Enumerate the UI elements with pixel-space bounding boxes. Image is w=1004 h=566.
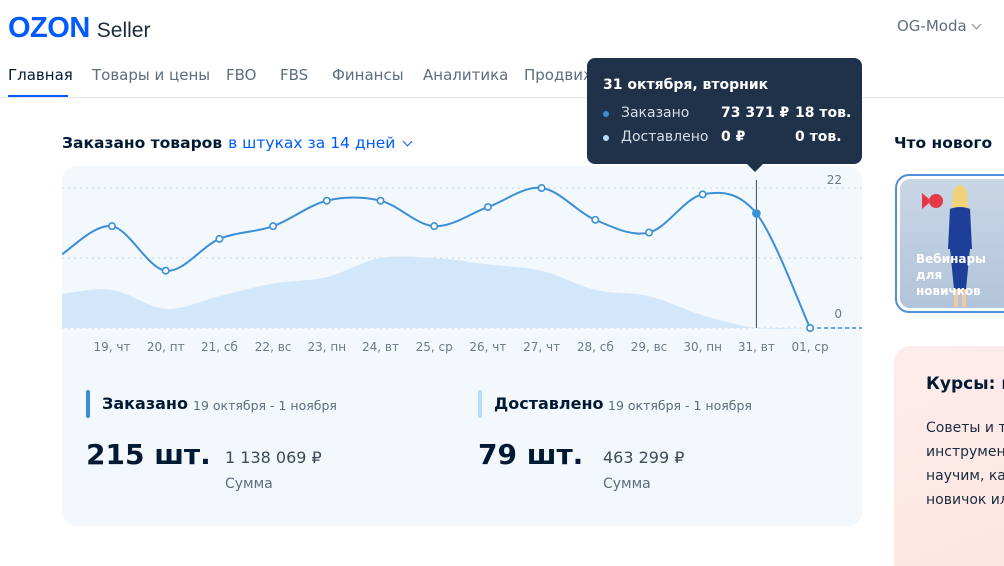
stat-delivered-quantity: 79 шт.: [478, 438, 584, 471]
panel-title: Заказано товаров в штуках за 14 дней: [62, 134, 413, 152]
courses-line: научим, ка: [926, 468, 1004, 484]
stat-delivered-range: 19 октября - 1 ноября: [608, 398, 752, 413]
tooltip-date: 31 октября, вторник: [603, 77, 769, 93]
tab-promotion[interactable]: Продвиж: [524, 66, 597, 84]
ozon-seller-logo[interactable]: OZON Seller: [8, 12, 150, 45]
ordered-point: [591, 215, 600, 224]
tab-main[interactable]: Главная: [8, 66, 73, 84]
news-title: Что нового: [894, 134, 993, 152]
stat-ordered-sum: 1 138 069 ₽: [225, 448, 322, 467]
ordered-point: [537, 183, 546, 192]
tooltip-ordered-count: 18 тов.: [795, 105, 852, 121]
logo-product: Seller: [96, 19, 151, 42]
ordered-point: [161, 266, 170, 275]
stat-ordered-label: Заказано: [102, 394, 188, 413]
x-tick-label: 25, ср: [416, 340, 453, 354]
tab-fbo[interactable]: FBO: [226, 66, 257, 84]
orders-chart-card: 19, чт 20, пт 21, сб 22, вс 23, пн 24, вт 25, …: [62, 166, 862, 526]
chart-tooltip: 31 октября, вторник Заказано 73 371 ₽ 18…: [587, 58, 862, 172]
news-card-label-text: Вебинары для новичков: [916, 252, 986, 298]
x-tick-label: 26, чт: [469, 340, 506, 354]
tooltip-delivered-count: 0 тов.: [795, 129, 842, 145]
panel-title-text: Заказано товаров: [62, 134, 223, 152]
ordered-point: [322, 196, 331, 205]
tab-finance[interactable]: Финансы: [332, 66, 404, 84]
main-nav: Главная Товары и цены FBO FBS Финансы Ан…: [0, 64, 1004, 98]
ordered-point: [269, 222, 278, 231]
y-tick-label: 22: [827, 173, 842, 187]
delivered-area: [62, 256, 811, 329]
stat-delivered-sum: 463 299 ₽: [603, 448, 685, 467]
tooltip-delivered-label: Доставлено: [621, 129, 709, 145]
x-tick-label: 29, вс: [631, 340, 668, 354]
presenter-illustration: [922, 185, 972, 307]
x-tick-label: 23, пн: [308, 340, 347, 354]
tooltip-ordered-label: Заказано: [621, 105, 690, 121]
x-tick-label: 01, ср: [792, 340, 829, 354]
ordered-point: [107, 222, 116, 231]
tab-analytics[interactable]: Аналитика: [423, 66, 509, 84]
courses-card[interactable]: Курсы: к Советы и т инструмен научим, ка…: [894, 346, 1004, 566]
stat-ordered-range: 19 октября - 1 ноября: [193, 398, 337, 413]
news-card-image: Вебинары для новичков: [900, 179, 1004, 308]
courses-description: Советы и т инструмен научим, ка новичок …: [926, 416, 1004, 512]
x-tick-label: 20, пт: [147, 340, 185, 354]
news-card-label: Вебинары для новичков: [916, 251, 986, 299]
x-tick-label: 28, сб: [577, 340, 614, 354]
stat-delivered-label: Доставлено: [494, 394, 604, 413]
courses-line: Советы и т: [926, 420, 1004, 436]
courses-line: новичок ил: [926, 492, 1004, 508]
stat-delivered-color-bar: [478, 390, 482, 418]
tab-products-prices[interactable]: Товары и цены: [92, 66, 211, 84]
ordered-point: [376, 196, 385, 205]
ordered-point: [430, 222, 439, 231]
stat-ordered-quantity: 215 шт.: [86, 438, 211, 471]
x-tick-label: 19, чт: [94, 340, 131, 354]
x-tick-label: 27, чт: [523, 340, 560, 354]
stat-ordered-sum-label: Сумма: [225, 476, 273, 492]
stat-ordered-color-bar: [86, 390, 90, 418]
x-tick-label: 30, пн: [683, 340, 722, 354]
tooltip-delivered-value: 0 ₽: [721, 129, 746, 145]
ordered-point: [215, 234, 224, 243]
account-name: OG-Moda: [897, 17, 967, 35]
tooltip-ordered-value: 73 371 ₽: [721, 105, 790, 121]
news-card-webinars[interactable]: Вебинары для новичков: [895, 174, 1004, 313]
x-tick-label: 22, вс: [255, 340, 292, 354]
ordered-point: [806, 324, 815, 333]
tooltip-delivered-dot-icon: [603, 135, 609, 141]
active-tab-indicator: [8, 95, 68, 97]
chevron-down-icon: [971, 19, 982, 29]
tooltip-ordered-dot-icon: [603, 111, 609, 117]
logo-brand: OZON: [8, 12, 90, 44]
ordered-point: [698, 190, 707, 199]
courses-line: инструмен: [926, 444, 1004, 460]
x-tick-label: 24, вт: [362, 340, 399, 354]
period-select[interactable]: в штуках за 14 дней: [228, 134, 396, 152]
ordered-point: [644, 228, 653, 237]
x-tick-label: 31, вт: [738, 340, 775, 354]
chevron-down-icon[interactable]: [402, 136, 413, 146]
stat-delivered-sum-label: Сумма: [603, 476, 651, 492]
orders-chart[interactable]: 19, чт 20, пт 21, сб 22, вс 23, пн 24, вт 25, …: [62, 166, 862, 366]
ordered-point: [752, 209, 761, 218]
courses-title: Курсы: к: [926, 374, 1004, 394]
account-switcher[interactable]: OG-Moda: [897, 17, 982, 35]
tab-fbs[interactable]: FBS: [280, 66, 309, 84]
x-tick-label: 21, сб: [201, 340, 238, 354]
ordered-point: [483, 203, 492, 212]
y-tick-label: 0: [834, 307, 842, 321]
